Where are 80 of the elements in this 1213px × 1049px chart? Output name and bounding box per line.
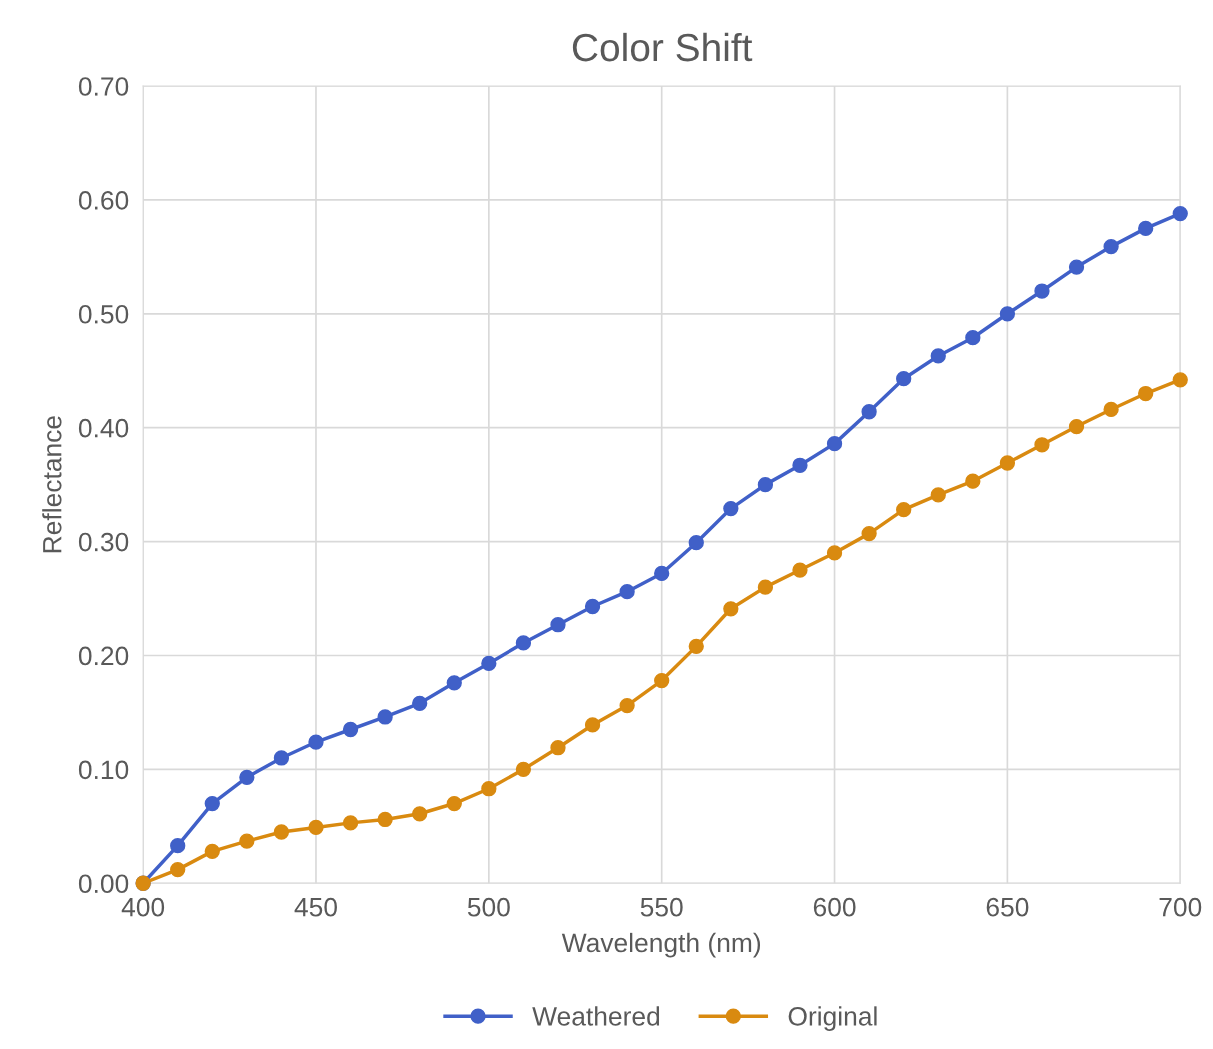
- y-tick-label: 0.20: [78, 646, 129, 666]
- point: [861, 525, 877, 542]
- point: [1138, 385, 1154, 402]
- point: [273, 750, 290, 766]
- point: [273, 824, 290, 840]
- point: [481, 655, 497, 672]
- point: [308, 734, 324, 750]
- x-tick-label: 450: [294, 897, 337, 917]
- y-tick-label: 0.10: [78, 760, 129, 780]
- point: [757, 476, 774, 493]
- point: [1172, 205, 1188, 222]
- point: [965, 473, 981, 489]
- point: [654, 565, 670, 582]
- legend-label: Original: [788, 1006, 877, 1031]
- point: [308, 819, 324, 836]
- point: [1034, 283, 1050, 299]
- point: [826, 435, 843, 452]
- y-tick-label: 0.30: [78, 532, 129, 552]
- point: [550, 740, 566, 756]
- point: [1172, 372, 1188, 388]
- point: [412, 806, 428, 822]
- point: [1103, 401, 1119, 418]
- point: [481, 781, 497, 797]
- x-tick-label: 550: [640, 897, 683, 917]
- point: [723, 601, 739, 617]
- point: [239, 769, 255, 785]
- point: [861, 404, 877, 420]
- x-tick-label: 600: [813, 897, 856, 917]
- point: [584, 598, 601, 615]
- point: [515, 635, 532, 651]
- y-tick-label: 0.50: [78, 304, 129, 324]
- point: [999, 455, 1016, 471]
- point: [1068, 259, 1085, 275]
- legend-label: Weathered: [532, 1006, 660, 1026]
- point: [654, 672, 670, 689]
- point: [584, 717, 601, 733]
- point: [1138, 220, 1154, 237]
- point: [688, 535, 704, 551]
- y-tick-label: 0.60: [78, 191, 129, 210]
- point: [1103, 238, 1119, 255]
- point: [930, 487, 946, 503]
- x-tick-label: 500: [467, 897, 510, 917]
- point: [377, 811, 393, 828]
- point: [688, 638, 704, 655]
- point: [342, 815, 359, 831]
- point: [1034, 437, 1050, 453]
- point: [550, 617, 566, 633]
- point: [723, 500, 739, 517]
- point: [792, 457, 808, 473]
- point: [619, 584, 635, 600]
- chart-title: Color Shift: [572, 32, 753, 62]
- point: [412, 695, 428, 711]
- x-tick-label: 700: [1159, 897, 1202, 917]
- x-tick-label: 650: [986, 897, 1029, 917]
- y-tick-label: 0.40: [78, 418, 129, 438]
- x-tick-label: 400: [121, 897, 165, 917]
- point: [930, 348, 946, 364]
- point: [619, 697, 635, 714]
- x-axis-title: Wavelength (nm): [561, 932, 761, 958]
- point: [170, 861, 186, 878]
- point: [204, 843, 220, 860]
- point: [239, 833, 255, 849]
- point: [965, 330, 981, 346]
- point: [342, 721, 359, 738]
- y-tick-label: 0.00: [78, 874, 129, 894]
- point: [446, 795, 462, 812]
- point: [515, 761, 532, 778]
- point: [896, 371, 912, 387]
- point: [377, 709, 393, 725]
- point: [792, 562, 808, 578]
- point: [446, 675, 462, 691]
- point: [757, 579, 774, 595]
- point: [204, 795, 220, 812]
- point: [896, 502, 912, 518]
- point: [1068, 418, 1085, 435]
- y-tick-label: 0.70: [78, 77, 129, 96]
- point: [826, 545, 843, 561]
- point: [999, 306, 1016, 322]
- y-axis-title: Reflectance: [42, 416, 62, 553]
- point: [170, 838, 186, 854]
